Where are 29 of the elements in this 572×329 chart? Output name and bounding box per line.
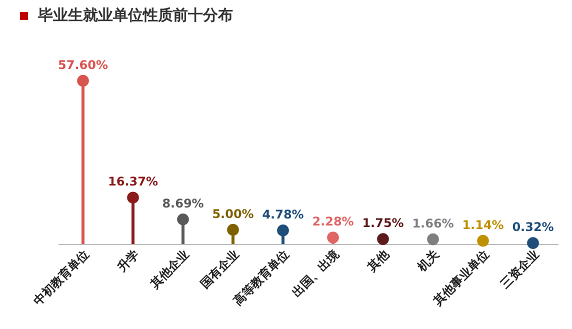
x-tick-label: 出国、出境 [289,246,342,300]
x-tick-label: 国有企业 [198,247,242,291]
x-tick-label: 机关 [414,246,442,275]
data-label: 57.60% [58,58,108,72]
data-label: 4.78% [262,207,304,222]
x-tick-label: 中初教育单位 [30,247,92,308]
data-label: 2.28% [312,214,354,229]
data-label: 1.66% [412,216,454,230]
data-label: 0.32% [512,220,554,234]
data-label: 5.00% [212,206,254,221]
x-tick-label: 升学 [114,247,142,275]
x-tick-label: 其他企业 [146,247,192,292]
x-tick-label: 其他 [364,246,392,275]
point [327,232,339,244]
data-label: 8.69% [162,196,204,210]
point [227,224,239,236]
x-tick-label: 三资企业 [498,247,542,291]
point [127,192,139,204]
point [477,234,489,247]
point [527,237,539,249]
point [277,224,289,236]
point [377,233,389,245]
data-label: 16.37% [108,174,158,189]
point [77,74,89,87]
chart-title: 毕业生就业单位性质前十分布 [38,6,233,24]
point [427,233,439,246]
point [177,213,189,226]
data-label: 1.14% [462,218,504,232]
data-label: 1.75% [362,216,404,230]
